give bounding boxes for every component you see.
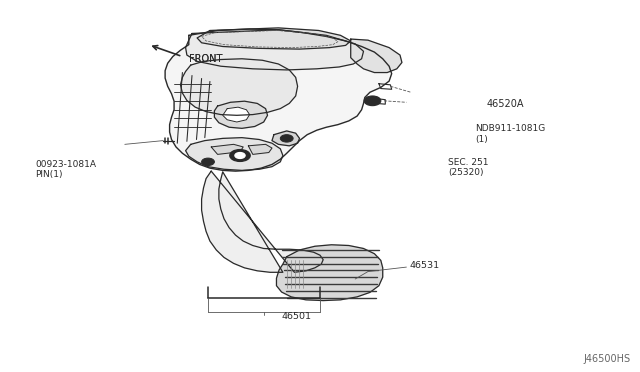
Text: SEC. 251
(25320): SEC. 251 (25320) <box>448 158 488 177</box>
Circle shape <box>230 150 250 161</box>
Circle shape <box>280 135 293 142</box>
Text: NDB911-1081G
(1): NDB911-1081G (1) <box>475 124 545 144</box>
Circle shape <box>202 158 214 166</box>
Polygon shape <box>202 171 323 272</box>
Text: 46501: 46501 <box>282 312 312 321</box>
Polygon shape <box>186 138 283 170</box>
Text: N: N <box>370 98 375 103</box>
Polygon shape <box>276 245 383 301</box>
Circle shape <box>235 153 245 158</box>
Polygon shape <box>165 29 392 171</box>
Polygon shape <box>223 107 250 122</box>
Polygon shape <box>272 131 300 146</box>
Polygon shape <box>248 144 272 154</box>
Polygon shape <box>376 99 385 104</box>
Polygon shape <box>379 84 392 89</box>
Circle shape <box>364 96 381 106</box>
Text: J46500HS: J46500HS <box>583 354 630 364</box>
Polygon shape <box>186 30 364 70</box>
Text: 46531: 46531 <box>410 262 440 270</box>
Polygon shape <box>197 28 351 49</box>
Text: FRONT: FRONT <box>189 54 222 64</box>
Polygon shape <box>214 101 268 128</box>
Polygon shape <box>180 59 298 115</box>
Polygon shape <box>351 39 402 73</box>
Text: 46520A: 46520A <box>486 99 524 109</box>
Text: FRONT: FRONT <box>189 54 222 64</box>
Text: 00923-1081A
PIN(1): 00923-1081A PIN(1) <box>35 160 96 179</box>
Polygon shape <box>211 144 243 154</box>
